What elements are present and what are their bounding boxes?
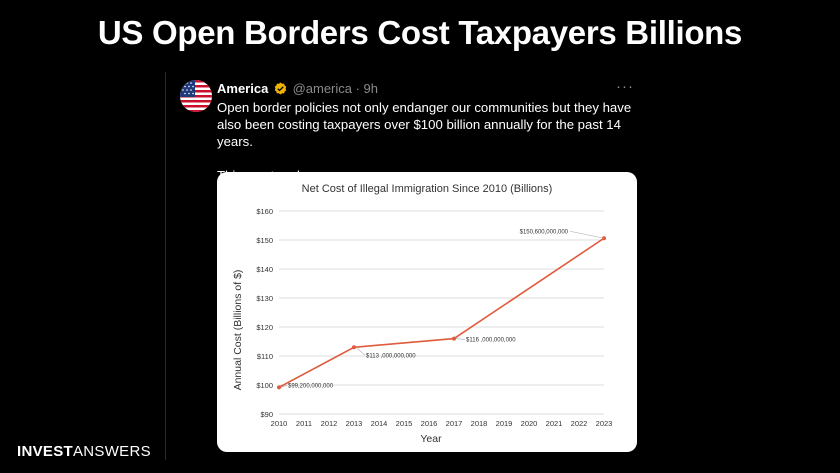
data-label: $113 ,000,000,000 (366, 353, 416, 359)
x-tick-label: 2011 (296, 419, 312, 428)
tweet-header: America @america · 9h (217, 81, 378, 96)
x-tick-label: 2020 (521, 419, 538, 428)
data-point[interactable] (602, 236, 606, 241)
x-tick-label: 2013 (346, 419, 363, 428)
x-axis-label: Year (420, 433, 442, 445)
series-line (278, 237, 605, 389)
brand-light-text: ANSWERS (72, 443, 151, 460)
investanswers-logo: INVESTANSWERS (17, 443, 151, 460)
chart-title: Net Cost of Illegal Immigration Since 20… (302, 183, 553, 195)
x-tick-label: 2016 (421, 419, 438, 428)
data-label-leader (455, 338, 466, 340)
tweet-card: America @america · 9h ··· Open border po… (165, 72, 642, 460)
account-handle-time: @america · 9h (292, 81, 379, 96)
data-label-leader (355, 347, 366, 356)
x-tick-label: 2019 (496, 419, 513, 428)
x-tick-label: 2017 (446, 419, 463, 428)
x-tick-label: 2018 (471, 419, 488, 428)
x-tick-label: 2015 (396, 419, 413, 428)
data-label-leader (569, 230, 605, 239)
tweet-text: Open border policies not only endanger o… (217, 99, 637, 184)
x-tick-label: 2021 (546, 419, 563, 428)
data-label-leader (280, 385, 288, 388)
y-tick-label: $140 (256, 265, 273, 274)
data-label: $99,200,000,000 (288, 383, 334, 389)
x-tick-label: 2014 (371, 419, 388, 428)
y-tick-label: $130 (256, 294, 273, 303)
data-point[interactable] (452, 336, 456, 341)
y-tick-label: $110 (257, 352, 273, 361)
y-axis-label: Annual Cost (Billions of $) (232, 270, 244, 391)
account-name[interactable]: America (217, 81, 269, 96)
x-tick-label: 2010 (271, 419, 288, 428)
data-point[interactable] (352, 345, 356, 350)
y-tick-label: $90 (260, 410, 273, 419)
x-tick-label: 2012 (321, 419, 338, 428)
slide-title: US Open Borders Cost Taxpayers Billions (97, 14, 743, 51)
y-tick-label: $100 (256, 381, 273, 390)
x-tick-label: 2022 (571, 419, 588, 428)
line-chart: Net Cost of Illegal Immigration Since 20… (232, 183, 613, 445)
tweet-text-paragraph: Open border policies not only endanger o… (217, 100, 632, 149)
brand-bold-text: INVEST (17, 443, 73, 460)
verified-badge-icon (274, 82, 287, 95)
y-tick-label: $160 (256, 207, 273, 216)
y-tick-label: $120 (256, 323, 273, 332)
y-tick-label: $150 (256, 236, 273, 245)
chart-card[interactable]: Net Cost of Illegal Immigration Since 20… (217, 172, 637, 452)
more-options-icon[interactable]: ··· (616, 78, 634, 95)
data-point[interactable] (277, 385, 281, 390)
us-flag-avatar[interactable] (180, 80, 212, 112)
x-tick-label: 2023 (596, 419, 613, 428)
data-label: $150,600,000,000 (520, 229, 569, 235)
data-label: $116 ,000,000,000 (466, 338, 516, 344)
